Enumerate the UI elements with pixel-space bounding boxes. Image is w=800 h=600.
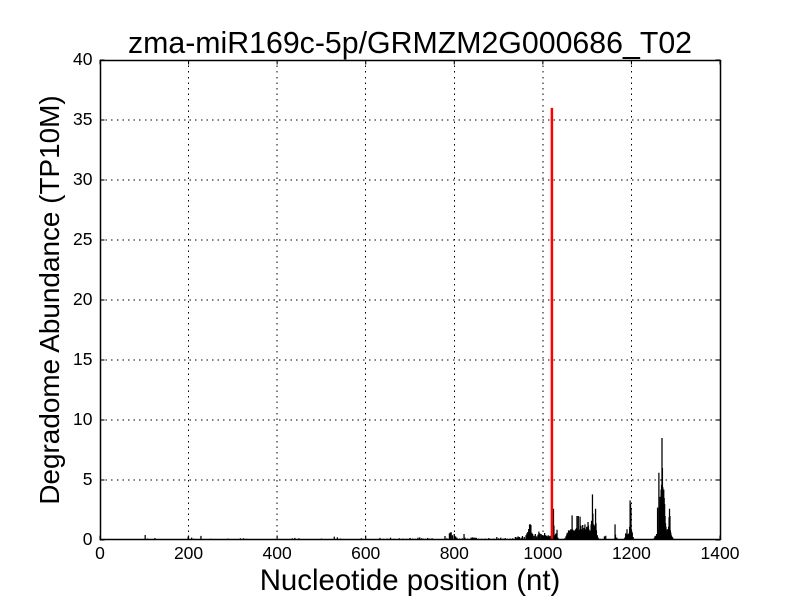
svg-text:0: 0 [95, 543, 105, 563]
svg-text:10: 10 [73, 409, 93, 429]
svg-text:400: 400 [263, 543, 292, 563]
svg-text:30: 30 [73, 169, 93, 189]
svg-text:15: 15 [73, 349, 92, 369]
svg-text:Degradome Abundance (TP10M): Degradome Abundance (TP10M) [34, 95, 65, 504]
svg-text:5: 5 [83, 469, 93, 489]
svg-text:25: 25 [73, 229, 92, 249]
svg-text:40: 40 [73, 49, 93, 69]
svg-text:200: 200 [174, 543, 203, 563]
svg-text:0: 0 [83, 529, 93, 549]
svg-text:20: 20 [73, 289, 93, 309]
svg-text:zma-miR169c-5p/GRMZM2G000686_T: zma-miR169c-5p/GRMZM2G000686_T02 [128, 27, 692, 60]
svg-text:35: 35 [73, 109, 92, 129]
svg-text:600: 600 [351, 543, 380, 563]
svg-text:Nucleotide position (nt): Nucleotide position (nt) [260, 564, 561, 597]
svg-text:1000: 1000 [523, 543, 562, 563]
svg-text:1400: 1400 [701, 543, 740, 563]
svg-text:1200: 1200 [612, 543, 651, 563]
svg-text:800: 800 [440, 543, 469, 563]
